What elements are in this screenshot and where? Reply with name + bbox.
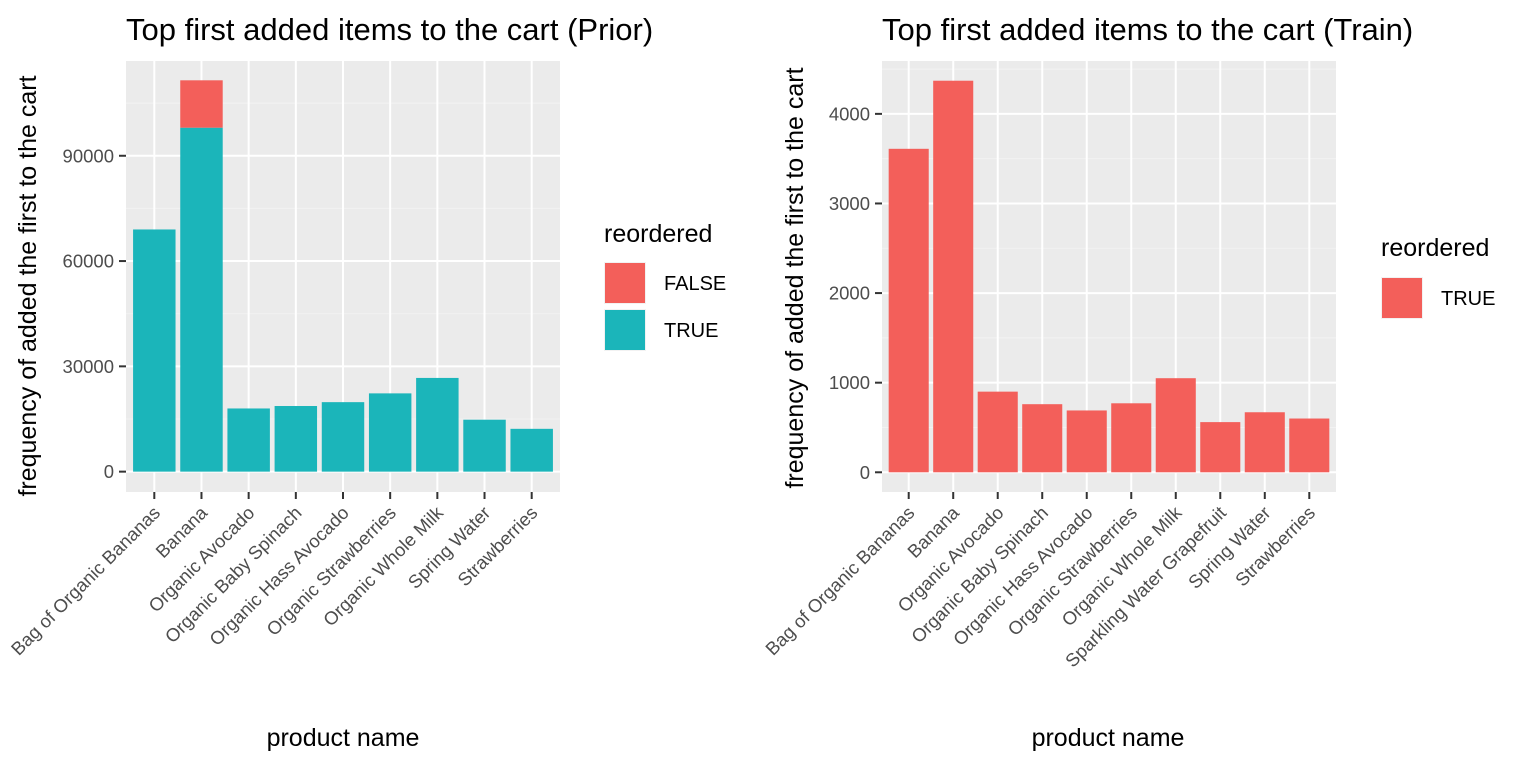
bar bbox=[133, 229, 176, 472]
legend-swatch bbox=[1382, 278, 1422, 318]
bar bbox=[416, 377, 459, 472]
bar bbox=[274, 406, 318, 472]
y-tick-label: 90000 bbox=[63, 145, 114, 166]
y-tick-label: 3000 bbox=[829, 193, 870, 214]
legend-label: TRUE bbox=[1441, 288, 1495, 310]
y-axis-title: frequency of added the first to the cart bbox=[781, 67, 809, 488]
bar bbox=[1244, 412, 1285, 473]
chart-title: Top first added items to the cart (Prior… bbox=[126, 12, 653, 47]
legend-label: FALSE bbox=[664, 273, 726, 295]
x-tick-label: Bag of Organic Bananas bbox=[7, 502, 164, 659]
bar bbox=[1289, 418, 1330, 473]
legend-swatch bbox=[605, 310, 645, 350]
chart-train: Top first added items to the cart (Train… bbox=[761, 12, 1495, 752]
bar bbox=[1111, 403, 1152, 473]
y-tick-label: 60000 bbox=[63, 251, 114, 272]
x-tick-label: Bag of Organic Bananas bbox=[761, 502, 918, 659]
legend-title: reordered bbox=[604, 220, 712, 248]
y-tick-label: 1000 bbox=[829, 372, 870, 393]
bar bbox=[321, 402, 365, 472]
legend-swatch bbox=[605, 263, 645, 303]
bar bbox=[463, 419, 506, 472]
bar bbox=[510, 428, 553, 472]
legend: reordered FALSE TRUE bbox=[604, 220, 726, 351]
bar bbox=[888, 148, 929, 473]
legend-title: reordered bbox=[1381, 234, 1489, 262]
bar bbox=[977, 391, 1018, 473]
bar bbox=[180, 80, 223, 128]
y-tick-label: 30000 bbox=[63, 356, 114, 377]
x-axis-title: product name bbox=[267, 724, 420, 752]
y-tick-label: 0 bbox=[104, 461, 114, 482]
y-tick-label: 4000 bbox=[829, 103, 870, 124]
bar bbox=[1200, 422, 1241, 473]
y-tick-label: 0 bbox=[860, 462, 870, 483]
bar bbox=[1155, 378, 1196, 473]
y-axis-title: frequency of added the first to the cart bbox=[14, 75, 42, 496]
y-tick-label: 2000 bbox=[829, 283, 870, 304]
legend-label: TRUE bbox=[664, 320, 718, 342]
bar bbox=[368, 393, 412, 472]
x-axis-title: product name bbox=[1032, 724, 1185, 752]
chart-prior: Top first added items to the cart (Prior… bbox=[7, 12, 727, 752]
bar bbox=[933, 80, 974, 473]
bar bbox=[227, 408, 270, 472]
chart-title: Top first added items to the cart (Train… bbox=[882, 12, 1413, 47]
bar bbox=[1066, 410, 1107, 473]
legend: reordered TRUE bbox=[1381, 234, 1495, 319]
bar bbox=[1022, 404, 1063, 473]
bar bbox=[180, 127, 223, 472]
